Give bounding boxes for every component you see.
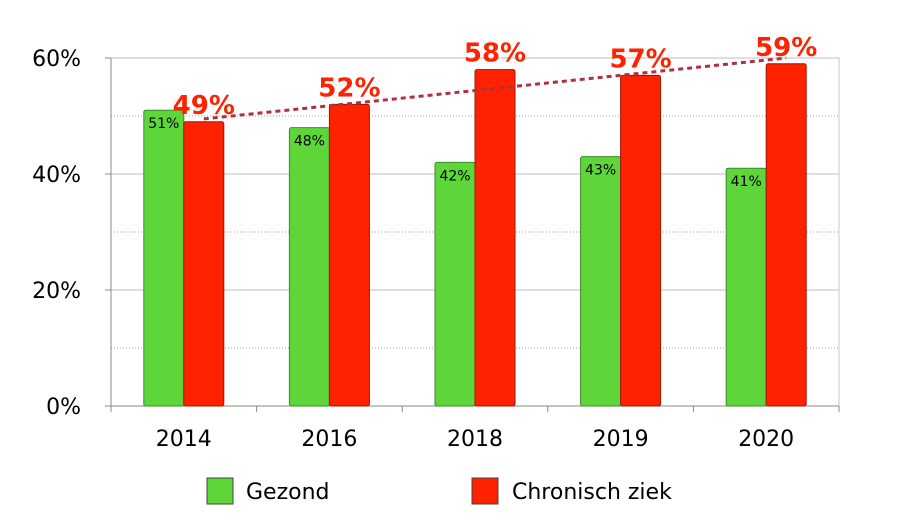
- legend-swatch-gezond: [206, 477, 234, 505]
- bar-chronisch-ziek: [183, 121, 225, 407]
- y-tick-label: 40%: [32, 163, 81, 188]
- data-label-gezond: 48%: [294, 134, 325, 150]
- bar-chronisch-ziek: [474, 69, 516, 407]
- x-tick-label: 2019: [593, 427, 649, 452]
- data-labels: 51%49% 48% 52% 42% 58% 43% 57% 41% 59%: [148, 33, 817, 190]
- bar-chronisch-ziek: [765, 63, 807, 407]
- x-axis: 2014 2016 2018 2019 2020: [110, 406, 840, 452]
- trendline-chronisch-ziek: [203, 56, 787, 121]
- bars: [143, 63, 807, 407]
- data-label-gezond: 41%: [731, 174, 762, 190]
- x-tick-label: 2018: [447, 427, 503, 452]
- bar-gezond: [434, 161, 476, 407]
- data-label-gezond: 42%: [439, 168, 470, 184]
- data-label-chronisch-ziek: 49%: [173, 91, 235, 121]
- bar-chronisch-ziek: [620, 74, 662, 407]
- bar-gezond: [725, 167, 767, 407]
- legend: Gezond Chronisch ziek: [206, 477, 672, 505]
- x-tick-label: 2016: [301, 427, 357, 452]
- legend-label-gezond: Gezond: [246, 480, 330, 505]
- data-label-gezond: 51%: [148, 116, 179, 132]
- data-label-chronisch-ziek: 58%: [464, 39, 526, 69]
- x-tick-label: 2014: [156, 427, 212, 452]
- data-label-gezond: 43%: [585, 163, 616, 179]
- y-tick-label: 0%: [46, 395, 81, 420]
- trendline: [203, 56, 787, 121]
- data-label-chronisch-ziek: 59%: [755, 33, 817, 63]
- x-tick-label: 2020: [738, 427, 794, 452]
- bar-gezond: [580, 156, 622, 407]
- legend-label-chronisch-ziek: Chronisch ziek: [512, 480, 672, 505]
- y-tick-label: 60%: [32, 47, 81, 72]
- bar-gezond: [288, 127, 330, 407]
- bar-chronisch-ziek: [328, 103, 370, 407]
- data-label-chronisch-ziek: 52%: [318, 73, 380, 103]
- legend-swatch-chronisch-ziek: [471, 477, 499, 505]
- bar-gezond: [143, 109, 185, 407]
- y-tick-label: 20%: [32, 279, 81, 304]
- y-axis: 0% 20% 40% 60%: [32, 47, 111, 420]
- data-label-chronisch-ziek: 57%: [609, 44, 671, 74]
